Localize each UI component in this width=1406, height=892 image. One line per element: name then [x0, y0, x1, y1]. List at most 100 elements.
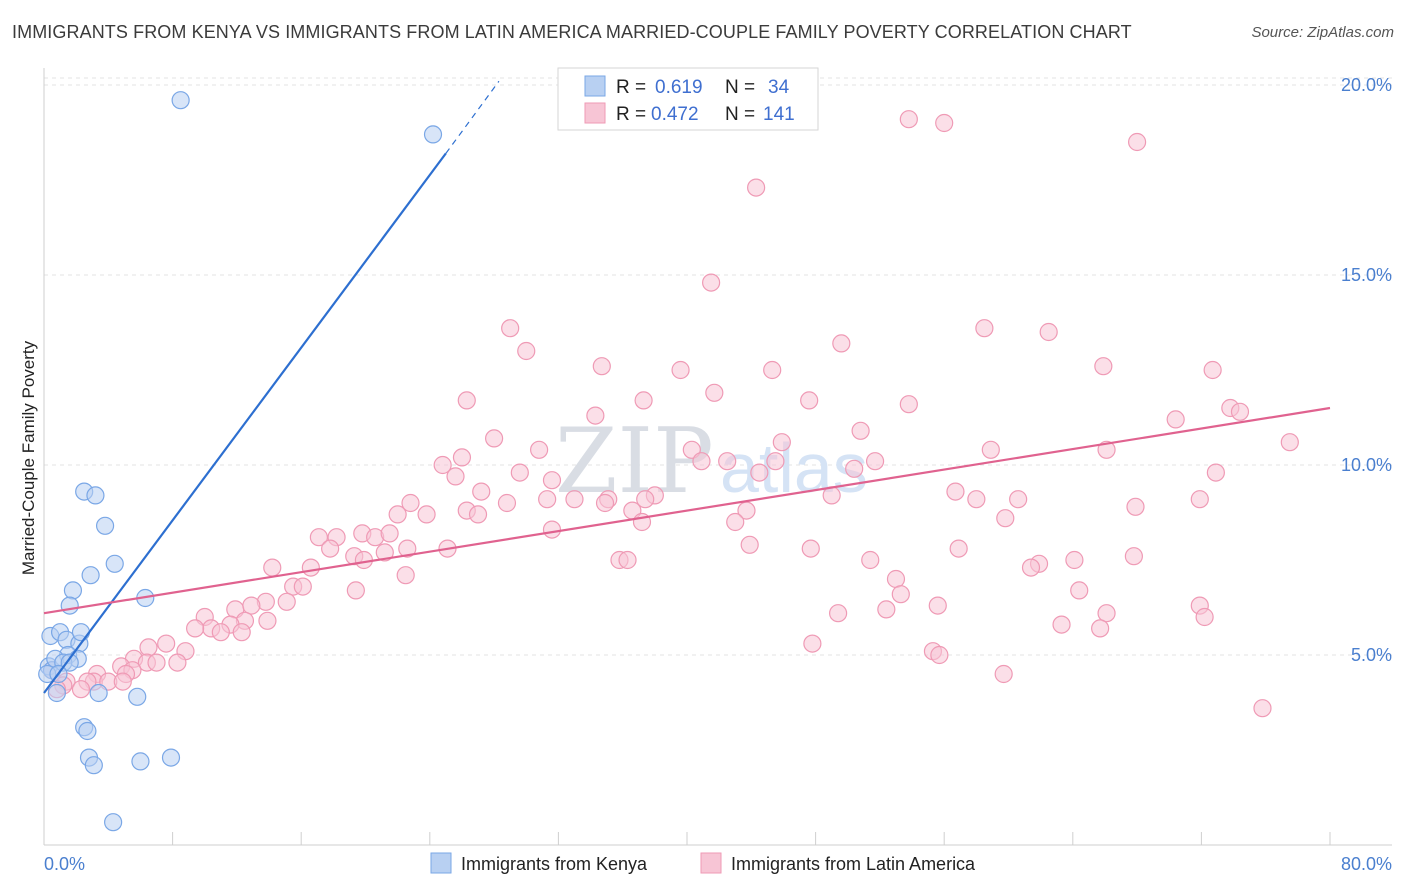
latin-america-point-16: [705, 383, 724, 402]
bottom-legend-label-kenya: Immigrants from Kenya: [461, 854, 648, 874]
series-kenya-points: [38, 91, 443, 832]
y-tick-label-2: 15.0%: [1341, 265, 1392, 285]
latin-america-point-67: [726, 512, 745, 532]
chart-source: Source: ZipAtlas.com: [1251, 24, 1394, 41]
latin-america-point-19: [899, 395, 918, 414]
bottom-legend-label-latin-america: Immigrants from Latin America: [731, 854, 976, 874]
latin-america-point-124: [930, 645, 949, 665]
latin-america-point-119: [803, 634, 822, 653]
latin-america-point-52: [946, 482, 965, 501]
latin-america-point-108: [1195, 607, 1214, 627]
latin-america-point-27: [1280, 433, 1299, 452]
kenya-point-6: [81, 566, 100, 585]
latin-america-point-39: [510, 463, 529, 482]
latin-america-point-117: [1091, 619, 1110, 638]
latin-america-point-58: [468, 505, 488, 524]
latin-america-point-21: [1166, 410, 1185, 429]
latin-america-point-104: [877, 600, 896, 619]
kenya-point-5: [105, 554, 124, 573]
latin-america-point-128: [168, 653, 187, 672]
latin-america-point-14: [1203, 360, 1222, 380]
latin-america-point-92: [886, 569, 906, 589]
latin-america-point-11: [671, 360, 690, 380]
latin-america-point-43: [1206, 463, 1225, 482]
bottom-legend-swatch-latin-america: [700, 852, 722, 874]
legend-swatch-latin-america: [584, 102, 606, 124]
y-tick-label-3: 20.0%: [1341, 75, 1392, 95]
latin-america-point-106: [1097, 604, 1116, 623]
latin-america-point-10: [592, 357, 611, 376]
trend-lines: [43, 80, 1331, 694]
kenya-point-1: [423, 125, 443, 144]
latin-america-point-95: [293, 577, 312, 596]
x-axis-ticks: [43, 832, 1331, 845]
latin-america-point-24: [851, 421, 870, 440]
latin-america-point-4: [702, 273, 721, 292]
kenya-point-32: [161, 748, 181, 767]
kenya-point-24: [47, 683, 66, 703]
correlation-legend: R = 0.619 N = 34 R = 0.472 N = 141: [557, 67, 819, 131]
chart-title: IMMIGRANTS FROM KENYA VS IMMIGRANTS FROM…: [12, 22, 1132, 42]
latin-america-point-18: [800, 391, 819, 410]
latin-america-point-28: [530, 440, 549, 459]
y-tick-label-1: 10.0%: [1341, 455, 1392, 475]
legend-r-label-latin-america: R =: [616, 104, 646, 125]
latin-america-point-54: [1009, 490, 1028, 509]
latin-america-point-32: [1097, 440, 1116, 459]
legend-n-label-kenya: N =: [725, 77, 755, 98]
legend-n-value-latin-america: 141: [763, 104, 795, 125]
kenya-point-28: [78, 721, 97, 741]
latin-america-point-115: [186, 619, 205, 638]
latin-america-point-93: [1021, 558, 1041, 577]
latin-america-point-55: [1190, 490, 1209, 509]
latin-america-point-40: [542, 471, 562, 490]
latin-america-point-3: [747, 178, 766, 197]
latin-america-trend-line: [43, 406, 1331, 615]
kenya-point-26: [128, 687, 147, 706]
latin-america-point-1: [899, 110, 918, 129]
latin-america-point-61: [417, 505, 436, 524]
latin-america-point-65: [1126, 497, 1145, 516]
latin-america-point-118: [1052, 615, 1071, 634]
latin-america-point-142: [994, 664, 1013, 684]
latin-america-point-36: [766, 452, 785, 471]
latin-america-point-111: [258, 611, 277, 630]
latin-america-point-35: [718, 452, 737, 471]
latin-america-point-68: [542, 520, 562, 539]
kenya-point-33: [104, 813, 123, 832]
kenya-point-0: [171, 91, 190, 110]
latin-america-point-38: [446, 467, 465, 486]
latin-america-point-34: [692, 452, 711, 471]
latin-america-point-44: [472, 482, 491, 501]
latin-america-point-90: [301, 558, 320, 577]
latin-america-point-114: [211, 623, 230, 642]
x-tick-label-left: 0.0%: [44, 854, 85, 874]
latin-america-point-96: [346, 581, 365, 600]
kenya-point-31: [131, 752, 150, 771]
latin-america-point-13: [1094, 357, 1113, 376]
latin-america-point-5: [501, 319, 520, 338]
latin-america-point-9: [1039, 322, 1058, 342]
latin-america-point-91: [396, 566, 415, 585]
kenya-point-4: [95, 516, 115, 535]
latin-america-point-143: [1253, 699, 1272, 718]
latin-america-point-7: [832, 334, 851, 353]
latin-america-point-33: [433, 455, 452, 475]
latin-america-point-121: [157, 634, 176, 653]
latin-america-point-20: [586, 406, 605, 425]
latin-america-point-103: [829, 604, 848, 623]
latin-america-point-62: [388, 505, 407, 524]
legend-n-value-kenya: 34: [768, 77, 790, 98]
latin-america-point-31: [981, 440, 1000, 459]
latin-america-point-120: [139, 638, 158, 657]
latin-america-point-25: [485, 429, 504, 448]
bottom-legend-swatch-kenya: [430, 852, 452, 874]
latin-america-point-76: [375, 543, 394, 562]
latin-america-point-29: [452, 448, 472, 467]
kenya-trend-extension: [445, 80, 500, 154]
latin-america-point-42: [845, 459, 864, 478]
latin-america-point-59: [636, 490, 655, 509]
latin-america-point-79: [949, 539, 968, 558]
latin-america-point-135: [113, 672, 132, 691]
